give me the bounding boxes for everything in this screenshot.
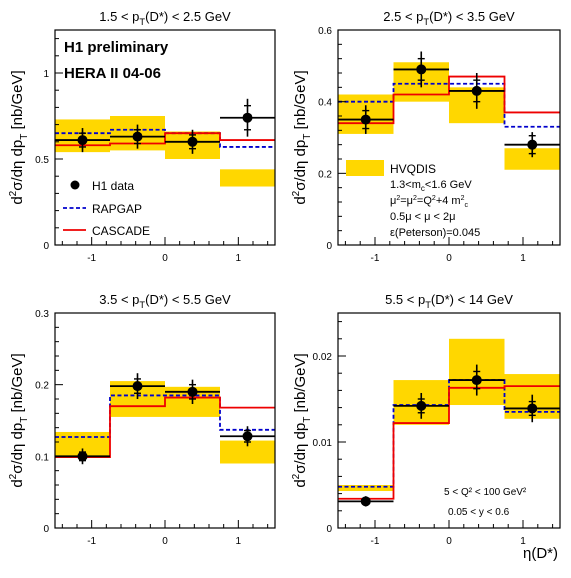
rapgap-curve <box>55 128 275 148</box>
x-tick-label: -1 <box>87 536 96 547</box>
data-point <box>132 131 143 142</box>
y-axis-label: d2σ/dη dpT [nb/GeV] <box>8 70 30 204</box>
y-tick-label: 0 <box>43 524 49 535</box>
panel-title: 2.5 < pT(D*) < 3.5 GeV <box>383 9 515 27</box>
header-hera-ii: HERA II 04-06 <box>64 65 161 82</box>
panel-2: -1 0 1 0 0.2 0.4 0.6 2.5 < pT(D*) < 3.5 GeV d2σ/… <box>291 9 561 264</box>
x-tick-label: -1 <box>371 536 380 547</box>
y-tick-label: 0.01 <box>313 438 333 449</box>
cut-y: 0.05 < y < 0.6 <box>448 507 510 518</box>
x-tick-label: -1 <box>371 253 380 264</box>
y-axis-label: d2σ/dη dpT [nb/GeV] <box>8 353 30 487</box>
data-point <box>77 135 88 146</box>
data-point <box>471 375 482 386</box>
data-point <box>527 403 538 414</box>
data-point <box>242 112 253 123</box>
y-axis-label: d2σ/dη dpT [nb/GeV] <box>291 353 313 487</box>
y-tick-label: 0.2 <box>35 381 49 392</box>
panel-3: -1 0 1 0 0.1 0.2 0.3 3.5 < pT(D*) < 5.5 GeV d2σ/… <box>8 292 276 547</box>
y-tick-label: 0.3 <box>35 309 49 320</box>
data-point <box>416 400 427 411</box>
x-tick-label: 1 <box>236 253 242 264</box>
data-point <box>242 431 253 442</box>
x-tick-label: 0 <box>162 536 168 547</box>
panel-1: -1 0 1 0 0.5 1 1.5 < pT(D*) < 2.5 GeV d2σ/dη dp… <box>8 9 276 264</box>
cascade-curve <box>55 396 275 458</box>
cascade-curve <box>338 75 560 125</box>
x-tick-label: 1 <box>520 253 526 264</box>
legend-hvqdis-swatch <box>346 160 384 176</box>
panel-title: 5.5 < pT(D*) < 14 GeV <box>385 292 513 310</box>
y-tick-label: 0 <box>326 524 332 535</box>
y-axis-label-group: d2σ/dη dpT [nb/GeV] <box>291 353 313 487</box>
data-point <box>527 139 538 150</box>
hvqdis-band-bin <box>338 485 394 492</box>
legend-rapgap-label: RAPGAP <box>92 202 142 216</box>
data-point <box>77 451 88 462</box>
hvqdis-band-bin <box>504 148 560 170</box>
legend-data-label: H1 data <box>92 179 134 193</box>
y-tick-label: 0 <box>326 241 332 252</box>
y-tick-label: 0 <box>43 241 49 252</box>
x-tick-label: 1 <box>520 536 526 547</box>
model-param-variation: 0.5μ < μ < 2μ <box>390 211 456 223</box>
x-tick-label: 0 <box>162 253 168 264</box>
model-param-mass: 1.3<mc<1.6 GeV <box>390 179 472 193</box>
data-point <box>360 496 371 507</box>
cut-q2: 5 < Q² < 100 GeV² <box>444 487 527 498</box>
panel-title: 1.5 < pT(D*) < 2.5 GeV <box>99 9 231 27</box>
legend-cascade-label: CASCADE <box>92 224 150 238</box>
header-h1-preliminary: H1 preliminary <box>64 39 169 56</box>
legend-data-marker <box>70 180 80 190</box>
legend-hvqdis-label: HVQDIS <box>390 162 436 176</box>
x-axis-label: η(D*) <box>523 545 558 562</box>
y-tick-label: 1 <box>43 69 49 80</box>
data-point <box>132 381 143 392</box>
y-tick-label: 0.02 <box>313 352 333 363</box>
y-tick-label: 0.1 <box>35 452 49 463</box>
x-tick-label: -1 <box>87 253 96 264</box>
y-tick-label: 0.4 <box>318 98 332 109</box>
y-axis-label-group: d2σ/dη dpT [nb/GeV] <box>8 353 30 487</box>
plot-frame <box>54 312 276 529</box>
data-point <box>187 136 198 147</box>
data-point <box>187 386 198 397</box>
hvqdis-band-bin <box>220 169 275 187</box>
panel-title: 3.5 < pT(D*) < 5.5 GeV <box>99 292 231 310</box>
panel-4: -1 0 1 0 0.01 0.02 5.5 < pT(D*) < 14 GeV d2σ/dη… <box>291 292 561 562</box>
x-tick-label: 1 <box>236 536 242 547</box>
data-point <box>416 64 427 75</box>
data-point <box>360 114 371 125</box>
y-axis-label-group: d2σ/dη dpT [nb/GeV] <box>291 70 313 204</box>
model-param-scale: μ2=μ2=Q2+4 m2c <box>390 195 468 209</box>
cascade-curve <box>55 132 275 147</box>
y-tick-label: 0.6 <box>318 26 332 37</box>
x-tick-label: 0 <box>446 536 452 547</box>
hvqdis-band-bin <box>220 440 275 464</box>
y-axis-label: d2σ/dη dpT [nb/GeV] <box>291 70 313 204</box>
x-tick-label: 0 <box>446 253 452 264</box>
y-tick-label: 0.5 <box>35 155 49 166</box>
model-param-peterson: ε(Peterson)=0.045 <box>390 227 480 239</box>
data-point <box>471 85 482 96</box>
y-axis-label-group: d2σ/dη dpT [nb/GeV] <box>8 70 30 204</box>
y-tick-label: 0.2 <box>318 169 332 180</box>
